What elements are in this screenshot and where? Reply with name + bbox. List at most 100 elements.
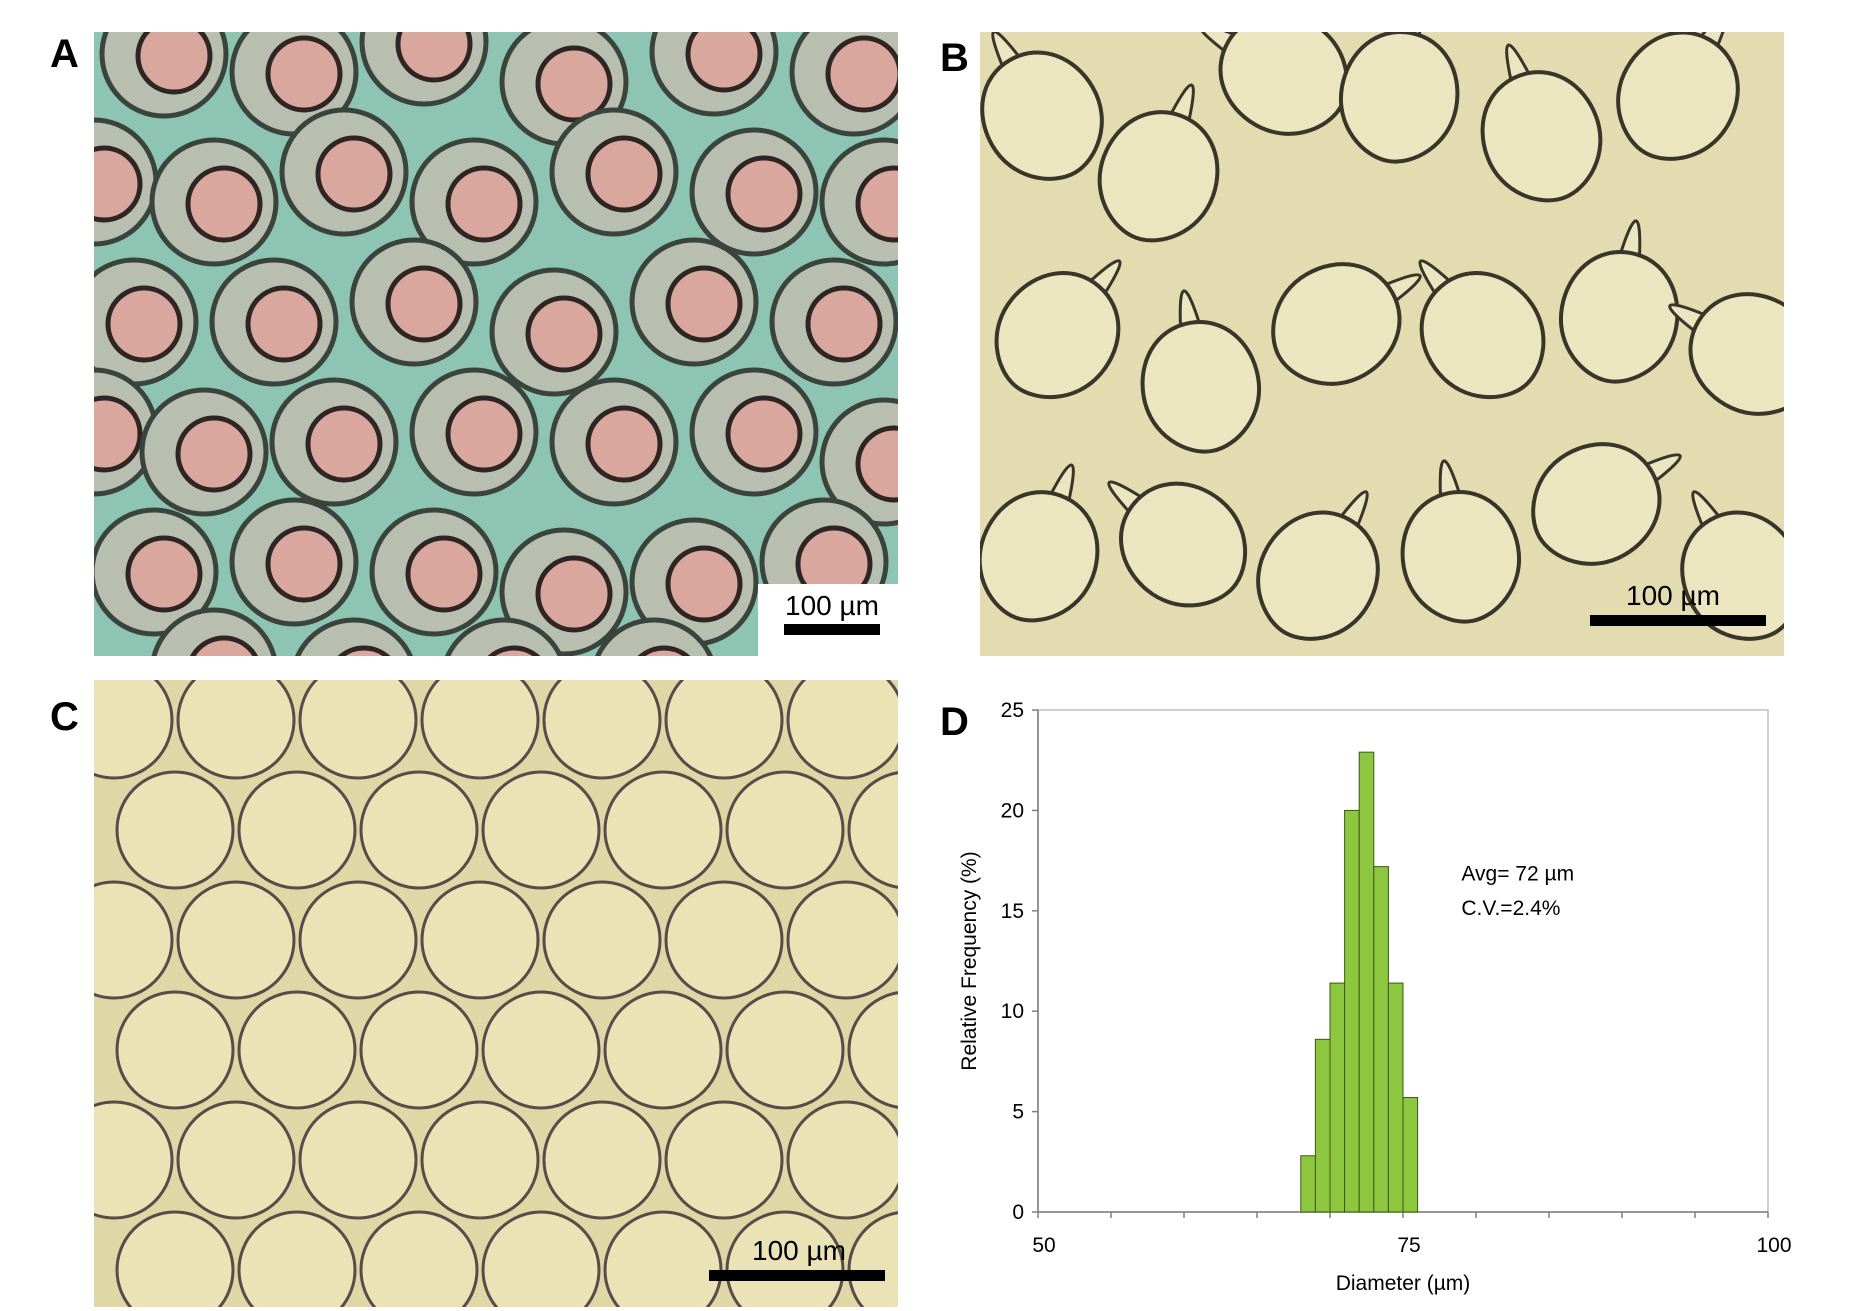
x-axis-label: Diameter (µm) — [1336, 1272, 1471, 1295]
embryo-yolk — [805, 285, 883, 363]
droplet — [298, 1100, 418, 1220]
embryo-yolk — [245, 285, 323, 363]
droplet — [176, 1100, 296, 1220]
panel-label-b: B — [940, 36, 969, 80]
teardrop-particle — [1140, 320, 1262, 454]
embryo-yolk — [725, 395, 803, 473]
micrograph-c-image: 100 µm — [94, 680, 898, 1307]
teardrop-particle — [1097, 110, 1220, 243]
droplet — [847, 991, 898, 1109]
scale-bar-a: 100 µm — [758, 584, 898, 656]
teardrop-particle — [980, 50, 1104, 181]
embryo-yolk — [585, 135, 663, 213]
panel-label-a: A — [50, 32, 79, 76]
embryo-yolk — [189, 635, 259, 656]
droplet — [420, 880, 540, 1000]
histogram-bar — [1373, 866, 1389, 1213]
embryo-chorion — [294, 617, 414, 656]
droplet — [664, 1100, 784, 1220]
panel-label-d: D — [940, 700, 969, 744]
embryo-yolk — [725, 155, 803, 233]
droplet — [786, 1100, 898, 1220]
embryo-yolk — [305, 405, 383, 483]
droplet — [481, 1210, 601, 1307]
droplet — [420, 680, 540, 780]
embryo-yolk — [585, 405, 663, 483]
embryo-yolk — [125, 535, 203, 613]
droplet — [94, 680, 174, 780]
annotation-cv: C.V.=2.4% — [1461, 897, 1560, 920]
panel-label-c: C — [50, 695, 79, 739]
teardrop-particle — [1419, 271, 1546, 400]
droplet — [847, 771, 898, 889]
teardrop-particle — [994, 271, 1121, 400]
embryo-yolk — [405, 535, 483, 613]
scale-bar-c: 100 µm — [709, 1235, 885, 1281]
droplet — [237, 770, 357, 890]
droplet — [420, 1100, 540, 1220]
droplet — [542, 880, 662, 1000]
embryo-yolk — [265, 35, 343, 113]
embryo-yolk — [135, 32, 213, 95]
teardrop-particle — [1531, 442, 1662, 566]
teardrop-particle — [1338, 32, 1460, 164]
micrograph-a-image: 100 µm — [94, 32, 898, 656]
embryo-yolk — [665, 265, 743, 343]
embryo-yolk — [175, 415, 253, 493]
embryo-yolk — [665, 545, 743, 623]
droplet — [542, 680, 662, 780]
droplet — [725, 990, 845, 1110]
droplet — [94, 880, 174, 1000]
embryo-yolk — [337, 645, 391, 656]
teardrop-particle — [1558, 250, 1680, 384]
teardrop-particle — [1616, 32, 1740, 161]
scale-bar-a-label: 100 µm — [785, 590, 879, 621]
embryo-yolk — [487, 645, 541, 656]
y-tick-label: 15 — [1001, 900, 1024, 923]
droplet — [237, 1210, 357, 1307]
teardrop-particle — [1688, 292, 1784, 416]
embryo-yolk — [535, 555, 613, 633]
droplet — [298, 680, 418, 780]
embryo-yolk — [265, 525, 343, 603]
scale-bar-b-label: 100 µm — [1626, 580, 1720, 611]
histogram-bar — [1358, 751, 1375, 1213]
embryo-chorion — [444, 617, 564, 656]
annotation-avg: Avg= 72 µm — [1461, 863, 1574, 886]
embryo-yolk — [445, 395, 523, 473]
embryo-yolk — [94, 145, 143, 223]
embryo-yolk — [525, 295, 603, 373]
x-tick-label: 75 — [1397, 1234, 1420, 1257]
droplet — [786, 680, 898, 780]
teardrop-particle — [980, 490, 1100, 623]
embryo-yolk — [315, 135, 393, 213]
droplet — [298, 880, 418, 1000]
embryo-yolk — [855, 165, 898, 243]
embryo-yolk — [445, 165, 523, 243]
scale-bar-c-label: 100 µm — [752, 1235, 846, 1266]
y-tick-label: 10 — [1001, 1000, 1024, 1023]
droplet — [115, 1210, 235, 1307]
droplet — [176, 880, 296, 1000]
embryo-yolk — [855, 425, 898, 503]
histogram-bar — [1402, 1097, 1419, 1213]
y-tick-label: 5 — [1012, 1101, 1024, 1124]
droplet — [725, 770, 845, 890]
embryo-yolk — [825, 35, 898, 113]
histogram-bar — [1300, 1155, 1316, 1213]
droplet — [94, 1100, 174, 1220]
embryo-yolk — [395, 32, 473, 83]
droplet — [359, 770, 479, 890]
droplet — [115, 990, 235, 1110]
scale-bar-b: 100 µm — [1590, 580, 1766, 626]
teardrop-particle — [1271, 262, 1402, 386]
micrograph-b: 100 µm — [980, 32, 1784, 656]
y-tick-label: 0 — [1012, 1201, 1024, 1224]
embryo-yolk — [94, 395, 143, 473]
x-tick-label: 50 — [1032, 1234, 1055, 1257]
droplet — [481, 770, 601, 890]
x-tick-label: 100 — [1756, 1234, 1791, 1257]
y-tick-label: 25 — [1001, 699, 1024, 722]
droplet — [481, 990, 601, 1110]
embryo-chorion — [594, 617, 714, 656]
